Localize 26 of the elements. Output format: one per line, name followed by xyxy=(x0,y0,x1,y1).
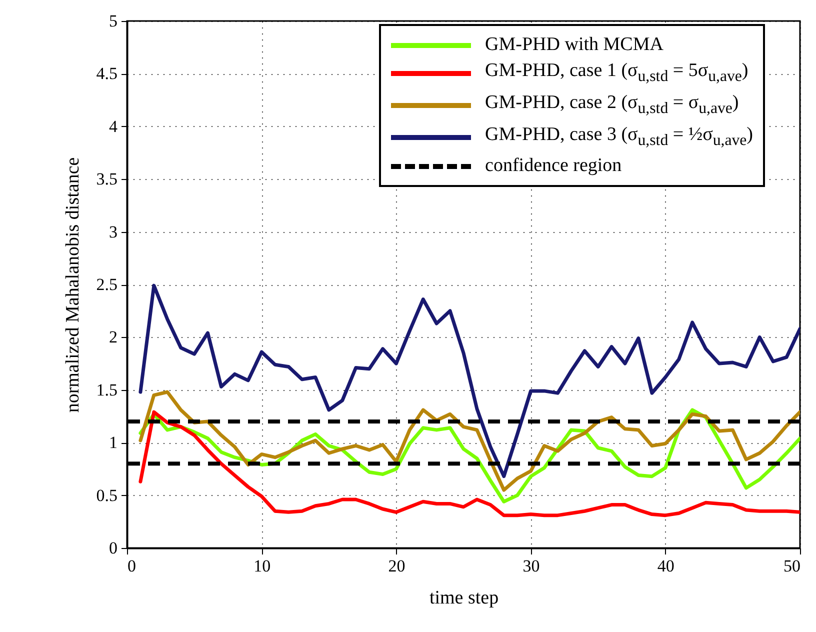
x-tick-label: 40 xyxy=(657,556,674,576)
line-series xyxy=(138,284,800,478)
x-tick-label: 0 xyxy=(128,556,136,576)
legend-label: confidence region xyxy=(485,154,622,178)
y-tick-label: 1.5 xyxy=(96,380,118,400)
x-tick-label: 30 xyxy=(522,556,540,576)
y-tick-label: 0.5 xyxy=(96,486,118,505)
y-tick-label: 0 xyxy=(109,538,118,558)
y-tick-label: 2.5 xyxy=(96,275,118,294)
y-tick-label: 3.5 xyxy=(96,170,118,189)
line-series xyxy=(138,390,800,492)
y-tick-label: 5 xyxy=(109,12,118,30)
y-axis-title: normalized Mahalanobis distance xyxy=(62,157,84,413)
y-tick-label: 2 xyxy=(109,328,118,347)
legend-label: GM-PHD with MCMA xyxy=(485,33,664,57)
y-tick-label: 4 xyxy=(109,116,118,136)
legend-label: GM-PHD, case 2 (σ$_{u,std}$ = σ$_{u,ave}$) xyxy=(485,90,739,119)
legend-label: GM-PHD, case 3 (σ$_{u,std}$ = ½σ$_{u,ave}$) xyxy=(485,122,753,150)
x-tick-label: 10 xyxy=(254,556,271,576)
y-tick-label: 3 xyxy=(109,222,118,242)
x-tick-label: 20 xyxy=(388,556,406,576)
y-tick-label: 1 xyxy=(109,433,118,452)
y-tick-label: 4.5 xyxy=(96,64,118,84)
x-tick-label: 50 xyxy=(784,556,800,576)
legend-label: GM-PHD, case 1 (σ$_{u,std}$ = 5σ$_{u,ave}$) xyxy=(485,59,748,87)
x-axis-title: time step xyxy=(429,588,499,608)
